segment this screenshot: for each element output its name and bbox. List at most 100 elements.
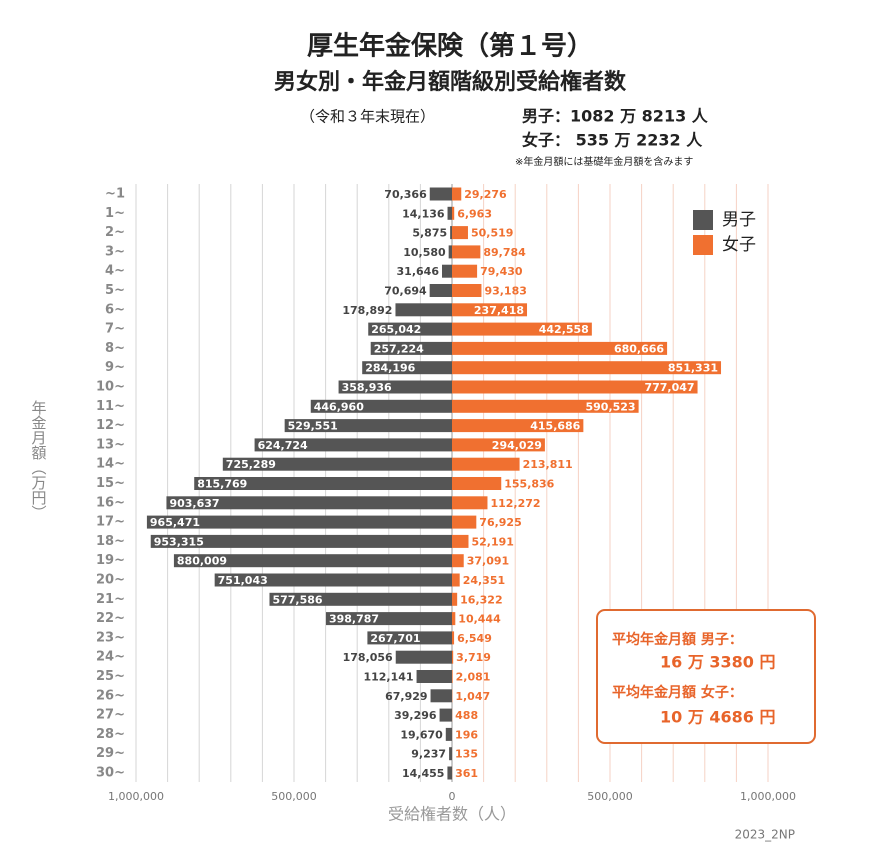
value-label: 155,836: [504, 478, 554, 491]
value-label: 29,276: [464, 188, 507, 201]
y-tick-label: 18~: [96, 534, 125, 549]
bar: [452, 670, 453, 683]
value-label: 135: [455, 748, 478, 761]
total: 男子：1082 万 8213 人: [522, 107, 709, 126]
bar: [166, 496, 452, 510]
bar: [325, 612, 452, 626]
value-label: 1,047: [455, 690, 490, 703]
value-label: 294,029: [492, 439, 542, 452]
legend-swatch: [693, 235, 713, 255]
value-label: 398,787: [329, 613, 379, 626]
value-label: 31,646: [397, 265, 440, 278]
value-label: 6,963: [457, 207, 492, 220]
value-label: 37,091: [467, 555, 509, 568]
value-label: 284,196: [365, 362, 415, 375]
annotation: 16 万 3380 円: [660, 653, 776, 672]
bar: [284, 419, 452, 433]
bar: [416, 670, 452, 683]
bar: [452, 554, 464, 568]
bar: [368, 322, 452, 336]
bar: [447, 206, 452, 220]
bar: [449, 747, 452, 761]
value-label: 52,191: [471, 535, 513, 548]
value-label: 446,960: [314, 400, 364, 413]
bar: [441, 264, 452, 278]
annotation: 平均年金月額 男子：: [612, 631, 743, 648]
value-label: 777,047: [644, 381, 694, 394]
x-tick-label: 0: [449, 790, 456, 803]
value-label: 358,936: [342, 381, 392, 394]
value-label: 953,315: [154, 535, 204, 548]
bar: [452, 303, 528, 317]
y-tick-label: 13~: [96, 437, 125, 452]
value-label: 880,009: [177, 555, 227, 568]
value-label: 965,471: [150, 516, 200, 529]
y-tick-label: 10~: [96, 380, 125, 395]
value-label: 16,322: [460, 593, 502, 606]
bar: [452, 399, 639, 413]
y-tick-label: 16~: [96, 495, 125, 510]
total: 女子： 535 万 2232 人: [522, 131, 703, 150]
x-tick-label: 1,000,000: [108, 790, 164, 803]
value-label: 267,701: [370, 632, 420, 645]
value-label: 67,929: [385, 690, 427, 703]
plot: [135, 184, 769, 782]
value-label: 112,141: [363, 671, 413, 684]
value-label: 89,784: [483, 246, 526, 259]
value-label: 415,686: [530, 420, 580, 433]
x-axis-label: 受給権者数（人）: [388, 805, 516, 824]
y-tick-label: 30~: [96, 766, 125, 781]
y-tick-label: 17~: [96, 515, 125, 530]
chart-title: 厚生年金保険（第１号）: [307, 31, 593, 62]
y-tick-label: 3~: [105, 244, 125, 259]
bar: [452, 361, 722, 375]
bar: [452, 226, 468, 240]
value-label: 815,769: [197, 478, 247, 491]
x-tick-label: 500,000: [587, 790, 633, 803]
legend-label: 女子: [722, 235, 756, 255]
annotation: 10 万 4686 円: [660, 708, 776, 727]
y-tick-label: 22~: [96, 611, 125, 626]
y-tick-label: 24~: [96, 650, 125, 665]
x-tick-label: 1,000,000: [740, 790, 796, 803]
y-tick-label: 25~: [96, 669, 125, 684]
value-label: 10,444: [458, 613, 501, 626]
value-label: 70,694: [384, 285, 427, 298]
y-tick-label: 8~: [105, 341, 125, 356]
value-label: 237,418: [474, 304, 524, 317]
bar: [395, 303, 452, 317]
annotation-box: [596, 609, 816, 744]
bar: [173, 554, 452, 568]
value-label: 265,042: [371, 323, 421, 336]
bar: [254, 438, 452, 452]
y-tick-label: 23~: [96, 630, 125, 645]
value-label: 2,081: [456, 671, 491, 684]
bar: [452, 457, 520, 471]
value-label: 6,549: [457, 632, 492, 645]
bar: [445, 727, 452, 741]
value-label: 14,455: [402, 767, 444, 780]
y-tick-label: ~1: [105, 187, 125, 202]
annotation: 平均年金月額 女子：: [612, 684, 743, 701]
value-label: 529,551: [288, 420, 338, 433]
bar: [194, 477, 453, 490]
y-tick-label: 26~: [96, 688, 125, 703]
bar: [338, 380, 452, 394]
y-tick-label: 11~: [96, 399, 125, 414]
bar: [452, 573, 460, 587]
value-label: 112,272: [490, 497, 540, 510]
y-tick-label: 4~: [105, 264, 125, 279]
value-label: 9,237: [411, 748, 446, 761]
value-label: 76,925: [479, 516, 521, 529]
bar: [395, 650, 452, 664]
bar: [447, 766, 452, 780]
y-tick-label: 28~: [96, 727, 125, 742]
bar: [452, 206, 455, 220]
bar: [370, 341, 452, 355]
value-label: 488: [455, 709, 478, 722]
y-tick-label: 1~: [105, 206, 125, 221]
value-label: 851,331: [668, 362, 718, 375]
bar: [214, 573, 452, 587]
value-label: 10,580: [403, 246, 446, 259]
